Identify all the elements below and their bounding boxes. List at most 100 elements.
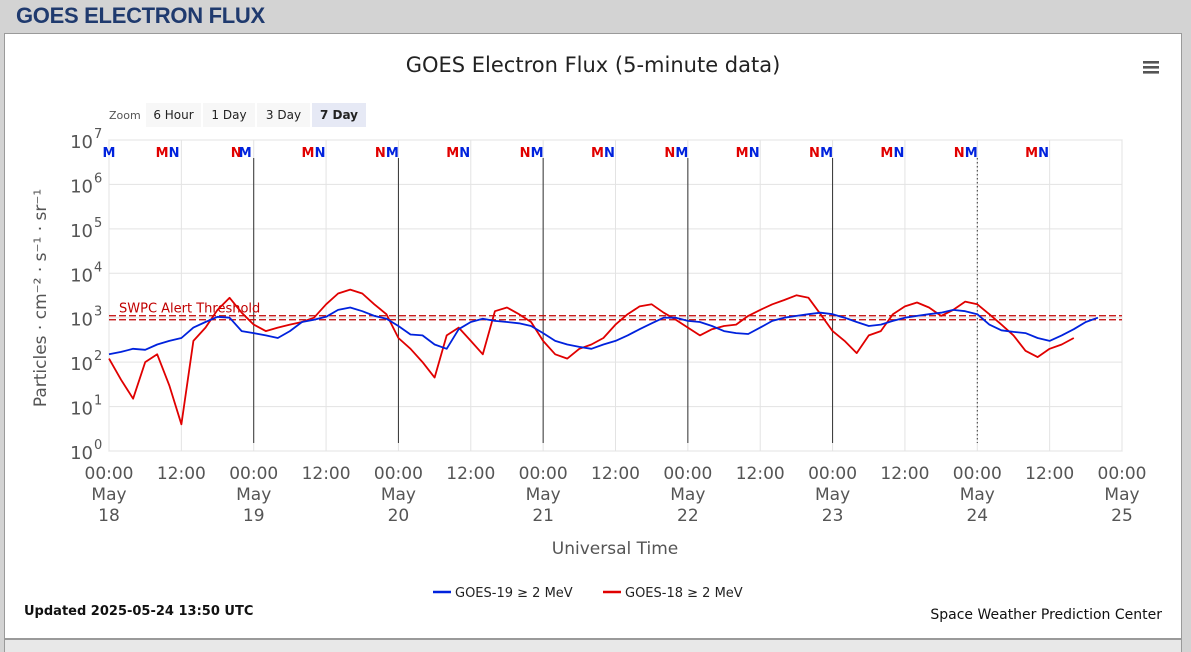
y-tick-exponent: 1 xyxy=(94,394,102,409)
x-tick-label: 12:00 xyxy=(1025,464,1074,484)
x-tick-line: 12:00 xyxy=(591,464,640,484)
y-tick-label: 10 0 xyxy=(70,438,102,464)
y-tick-exponent: 0 xyxy=(94,438,102,453)
y-tick-base: 10 xyxy=(70,221,93,242)
y-tick-base: 10 xyxy=(70,176,93,197)
x-tick-label: 12:00 xyxy=(591,464,640,484)
top-marker: N xyxy=(375,146,386,161)
x-tick-line: 00:00 xyxy=(519,464,568,484)
y-tick-exponent: 2 xyxy=(94,349,102,364)
x-tick-label: 00:00May19 xyxy=(229,464,278,526)
top-marker: M xyxy=(820,146,833,161)
x-tick-line: 12:00 xyxy=(1025,464,1074,484)
y-tick-label: 10 5 xyxy=(70,216,102,242)
top-marker: N xyxy=(893,146,904,161)
top-marker: N xyxy=(520,146,531,161)
x-tick-line: 18 xyxy=(98,506,120,526)
x-tick-line: 12:00 xyxy=(880,464,929,484)
x-tick-label: 12:00 xyxy=(880,464,929,484)
x-tick-line: 25 xyxy=(1111,506,1133,526)
x-tick-line: 12:00 xyxy=(446,464,495,484)
zoom-button-1-day[interactable]: 1 Day xyxy=(203,103,255,127)
hamburger-menu-icon[interactable] xyxy=(1138,55,1164,79)
x-tick-line: 00:00 xyxy=(229,464,278,484)
x-tick-line: May xyxy=(960,485,995,505)
x-tick-line: 24 xyxy=(966,506,988,526)
zoom-button-7-day[interactable]: 7 Day xyxy=(312,103,366,127)
y-tick-exponent: 6 xyxy=(94,171,102,186)
top-marker: N xyxy=(809,146,820,161)
top-marker: M xyxy=(446,146,459,161)
x-tick-label: 12:00 xyxy=(736,464,785,484)
x-tick-line: May xyxy=(1104,485,1139,505)
y-tick-base: 10 xyxy=(70,132,93,153)
y-tick-exponent: 4 xyxy=(94,260,102,275)
x-tick-line: May xyxy=(526,485,561,505)
chart-title: GOES Electron Flux (5-minute data) xyxy=(406,53,781,77)
x-tick-line: 22 xyxy=(677,506,699,526)
top-marker: N xyxy=(459,146,470,161)
x-tick-label: 12:00 xyxy=(157,464,206,484)
top-marker: M xyxy=(675,146,688,161)
top-marker: M xyxy=(1025,146,1038,161)
top-marker: N xyxy=(169,146,180,161)
updated-timestamp: Updated 2025-05-24 13:50 UTC xyxy=(24,604,253,619)
x-tick-line: 00:00 xyxy=(374,464,423,484)
top-marker: N xyxy=(604,146,615,161)
top-marker: N xyxy=(664,146,675,161)
x-tick-line: 23 xyxy=(822,506,844,526)
y-axis-label: Particles · cm⁻² · s⁻¹ · sr⁻¹ xyxy=(31,189,51,407)
x-tick-label: 12:00 xyxy=(302,464,351,484)
x-tick-line: 00:00 xyxy=(85,464,134,484)
x-tick-line: 00:00 xyxy=(1098,464,1147,484)
y-tick-label: 10 2 xyxy=(70,349,102,375)
y-tick-label: 10 6 xyxy=(70,171,102,197)
y-axis: 100101102103104105106107 xyxy=(70,127,102,464)
legend-label: GOES-19 ≥ 2 MeV xyxy=(455,586,573,601)
legend-label: GOES-18 ≥ 2 MeV xyxy=(625,586,743,601)
x-tick-line: 12:00 xyxy=(736,464,785,484)
top-marker: M xyxy=(965,146,978,161)
top-marker: M xyxy=(736,146,749,161)
top-marker: M xyxy=(103,146,116,161)
y-tick-base: 10 xyxy=(70,310,93,331)
zoom-button-6-hour[interactable]: 6 Hour xyxy=(146,103,201,127)
zoom-button-label: 7 Day xyxy=(320,108,358,122)
x-tick-line: May xyxy=(236,485,271,505)
plot-grid xyxy=(109,140,1122,451)
x-tick-line: May xyxy=(381,485,416,505)
zoom-label: Zoom xyxy=(109,109,141,122)
credit-text: Space Weather Prediction Center xyxy=(930,607,1162,623)
y-tick-base: 10 xyxy=(70,443,93,464)
top-marker: N xyxy=(315,146,326,161)
x-tick-line: 12:00 xyxy=(157,464,206,484)
legend-item[interactable]: GOES-19 ≥ 2 MeV xyxy=(433,586,573,601)
zoom-button-3-day[interactable]: 3 Day xyxy=(257,103,310,127)
top-marker: M xyxy=(239,146,252,161)
x-tick-line: 00:00 xyxy=(953,464,1002,484)
top-marker: M xyxy=(302,146,315,161)
x-tick-line: 00:00 xyxy=(808,464,857,484)
top-marker: N xyxy=(954,146,965,161)
y-tick-label: 10 4 xyxy=(70,260,102,286)
y-tick-base: 10 xyxy=(70,399,93,420)
y-tick-exponent: 3 xyxy=(94,305,102,320)
x-tick-label: 00:00May20 xyxy=(374,464,423,526)
top-marker: N xyxy=(1038,146,1049,161)
zoom-button-group: 6 Hour 1 Day 3 Day 7 Day xyxy=(146,103,366,127)
x-tick-line: 21 xyxy=(532,506,554,526)
top-marker: M xyxy=(386,146,399,161)
electron-flux-chart: GOES Electron Flux (5-minute data) Zoom … xyxy=(0,0,1191,647)
x-tick-line: 00:00 xyxy=(663,464,712,484)
x-tick-line: May xyxy=(91,485,126,505)
y-tick-exponent: 7 xyxy=(94,127,102,142)
y-tick-base: 10 xyxy=(70,265,93,286)
y-tick-exponent: 5 xyxy=(94,216,102,231)
legend: GOES-19 ≥ 2 MeV GOES-18 ≥ 2 MeV xyxy=(433,586,743,601)
x-tick-line: 20 xyxy=(388,506,410,526)
legend-item[interactable]: GOES-18 ≥ 2 MeV xyxy=(603,586,743,601)
